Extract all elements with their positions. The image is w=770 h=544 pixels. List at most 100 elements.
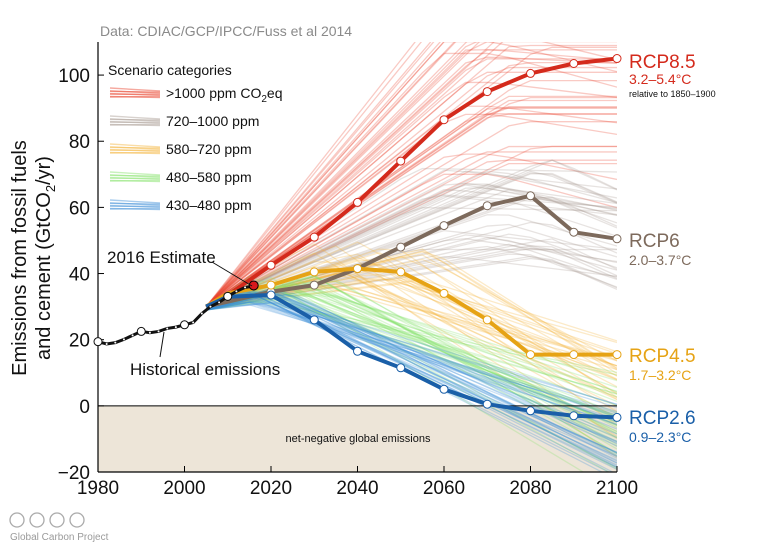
scenario-line (205, 266, 617, 407)
rcp-point (439, 384, 449, 394)
rcp-point (353, 346, 362, 356)
legend-swatch-line (109, 118, 161, 122)
legend-swatch-line (109, 146, 161, 149)
legend-swatch-line (109, 204, 161, 209)
rcp-point (396, 156, 406, 166)
scenario-line (205, 162, 617, 308)
scenario-line (206, 297, 617, 423)
legend-item-label: 720–1000 ppm (166, 113, 259, 129)
scenario-line (205, 250, 617, 369)
scenario-line (205, 159, 617, 308)
rcp-point (396, 242, 406, 252)
credit-text: Global Carbon Project (10, 532, 109, 543)
negative-region-label: net-negative global emissions (286, 433, 431, 445)
x-tick-label: 2060 (423, 478, 465, 499)
rcp-name-label: RCP6 (629, 231, 680, 252)
legend-item-label: 430–480 ppm (166, 197, 252, 213)
scenario-line (205, 81, 617, 308)
rcp-range-label: 3.2–5.4°C (629, 71, 691, 87)
scenario-line (205, 188, 617, 308)
x-tick-label: 2040 (336, 478, 378, 499)
rcp-point (396, 267, 406, 277)
scenario-line (205, 255, 617, 377)
rcp-point (526, 350, 535, 360)
legend-swatch-line (109, 148, 161, 153)
rcp-point (309, 267, 319, 277)
scenario-line (205, 182, 617, 308)
scenario-line (205, 285, 617, 439)
rcp-labels: RCP8.53.2–5.4°C relative to 1850–1900 RCP6… (629, 52, 716, 445)
scenario-line (206, 300, 617, 418)
historical-point (136, 326, 146, 336)
scenario-line (205, 173, 617, 308)
y-tick-label: 20 (69, 331, 90, 352)
y-axis-label-line2: and cement (GtCO2/yr) (33, 156, 58, 360)
legend-item-label: 580–720 ppm (166, 141, 252, 157)
rcp-point (482, 87, 492, 97)
rcp-point (439, 221, 449, 231)
legend: Scenario categories >1000 ppm CO2eq 720–1… (108, 62, 282, 213)
scenario-line (205, 302, 617, 425)
rcp-point (482, 201, 492, 211)
legend-swatch-line (109, 199, 161, 204)
y-tick-label: −20 (58, 463, 90, 484)
scenario-line (206, 302, 617, 405)
rcp-point (309, 232, 319, 242)
scenario-line (206, 302, 617, 406)
rcp-point (309, 315, 319, 325)
scenario-line (205, 107, 617, 308)
scenario-line (205, 288, 617, 470)
scenario-line (205, 159, 617, 308)
scenario-line (205, 61, 617, 308)
scenario-line (205, 184, 617, 308)
scenario-line (205, 42, 445, 308)
scenario-line (205, 260, 617, 419)
historical-dot (244, 286, 247, 289)
y-axis-label: Emissions from fossil fuels and cement (… (9, 140, 58, 376)
scenario-line (205, 275, 617, 447)
scenario-line (205, 299, 617, 420)
legend-swatch-line (109, 95, 161, 99)
scenario-line (205, 145, 617, 308)
rcp-range-label: 0.9–2.3°C (629, 429, 691, 445)
scenario-line (205, 159, 617, 308)
legend-swatch-line (109, 87, 161, 92)
rcp-point (612, 350, 622, 360)
legend-swatch-line (109, 179, 161, 182)
scenario-line (205, 289, 617, 466)
legend-swatch-line (109, 176, 161, 181)
historical-dot (157, 330, 160, 333)
rcp-range-label: 2.0–3.7°C (629, 252, 691, 268)
legend-swatch-line (109, 146, 161, 150)
rcp-range-label: 1.7–3.2°C (629, 367, 691, 383)
historical-dot (235, 290, 238, 293)
scenario-line (205, 58, 617, 308)
scenario-line (205, 170, 617, 308)
scenario-line (205, 42, 457, 308)
legend-swatch-line (109, 90, 161, 93)
scenario-line (205, 145, 617, 308)
scenario-line (205, 221, 617, 308)
rcp-point (526, 191, 535, 201)
scenario-line (206, 301, 617, 413)
historical-dot (148, 331, 151, 334)
historical-dot (192, 321, 195, 324)
y-tick-label: 80 (69, 132, 90, 153)
scenario-line (205, 42, 617, 308)
rcp-lines (205, 54, 622, 422)
scenario-line (205, 79, 617, 308)
scenario-line (205, 188, 617, 308)
rcp-point (569, 59, 579, 68)
legend-item-label: >1000 ppm CO2eq (166, 85, 282, 105)
scenario-line (205, 49, 617, 308)
rcp-name-label: RCP8.5 (629, 52, 696, 73)
legend-swatch-line (109, 118, 161, 121)
rcp-point (482, 315, 492, 325)
historical-dot (131, 334, 134, 337)
scenario-line (205, 194, 617, 308)
rcp-point (439, 115, 449, 125)
scenario-line (205, 170, 617, 308)
estimate-annotation: 2016 Estimate (107, 248, 216, 267)
x-ticks: 1980 2000 2020 2040 2060 2080 2100 (77, 466, 638, 499)
legend-swatch-line (109, 120, 161, 125)
